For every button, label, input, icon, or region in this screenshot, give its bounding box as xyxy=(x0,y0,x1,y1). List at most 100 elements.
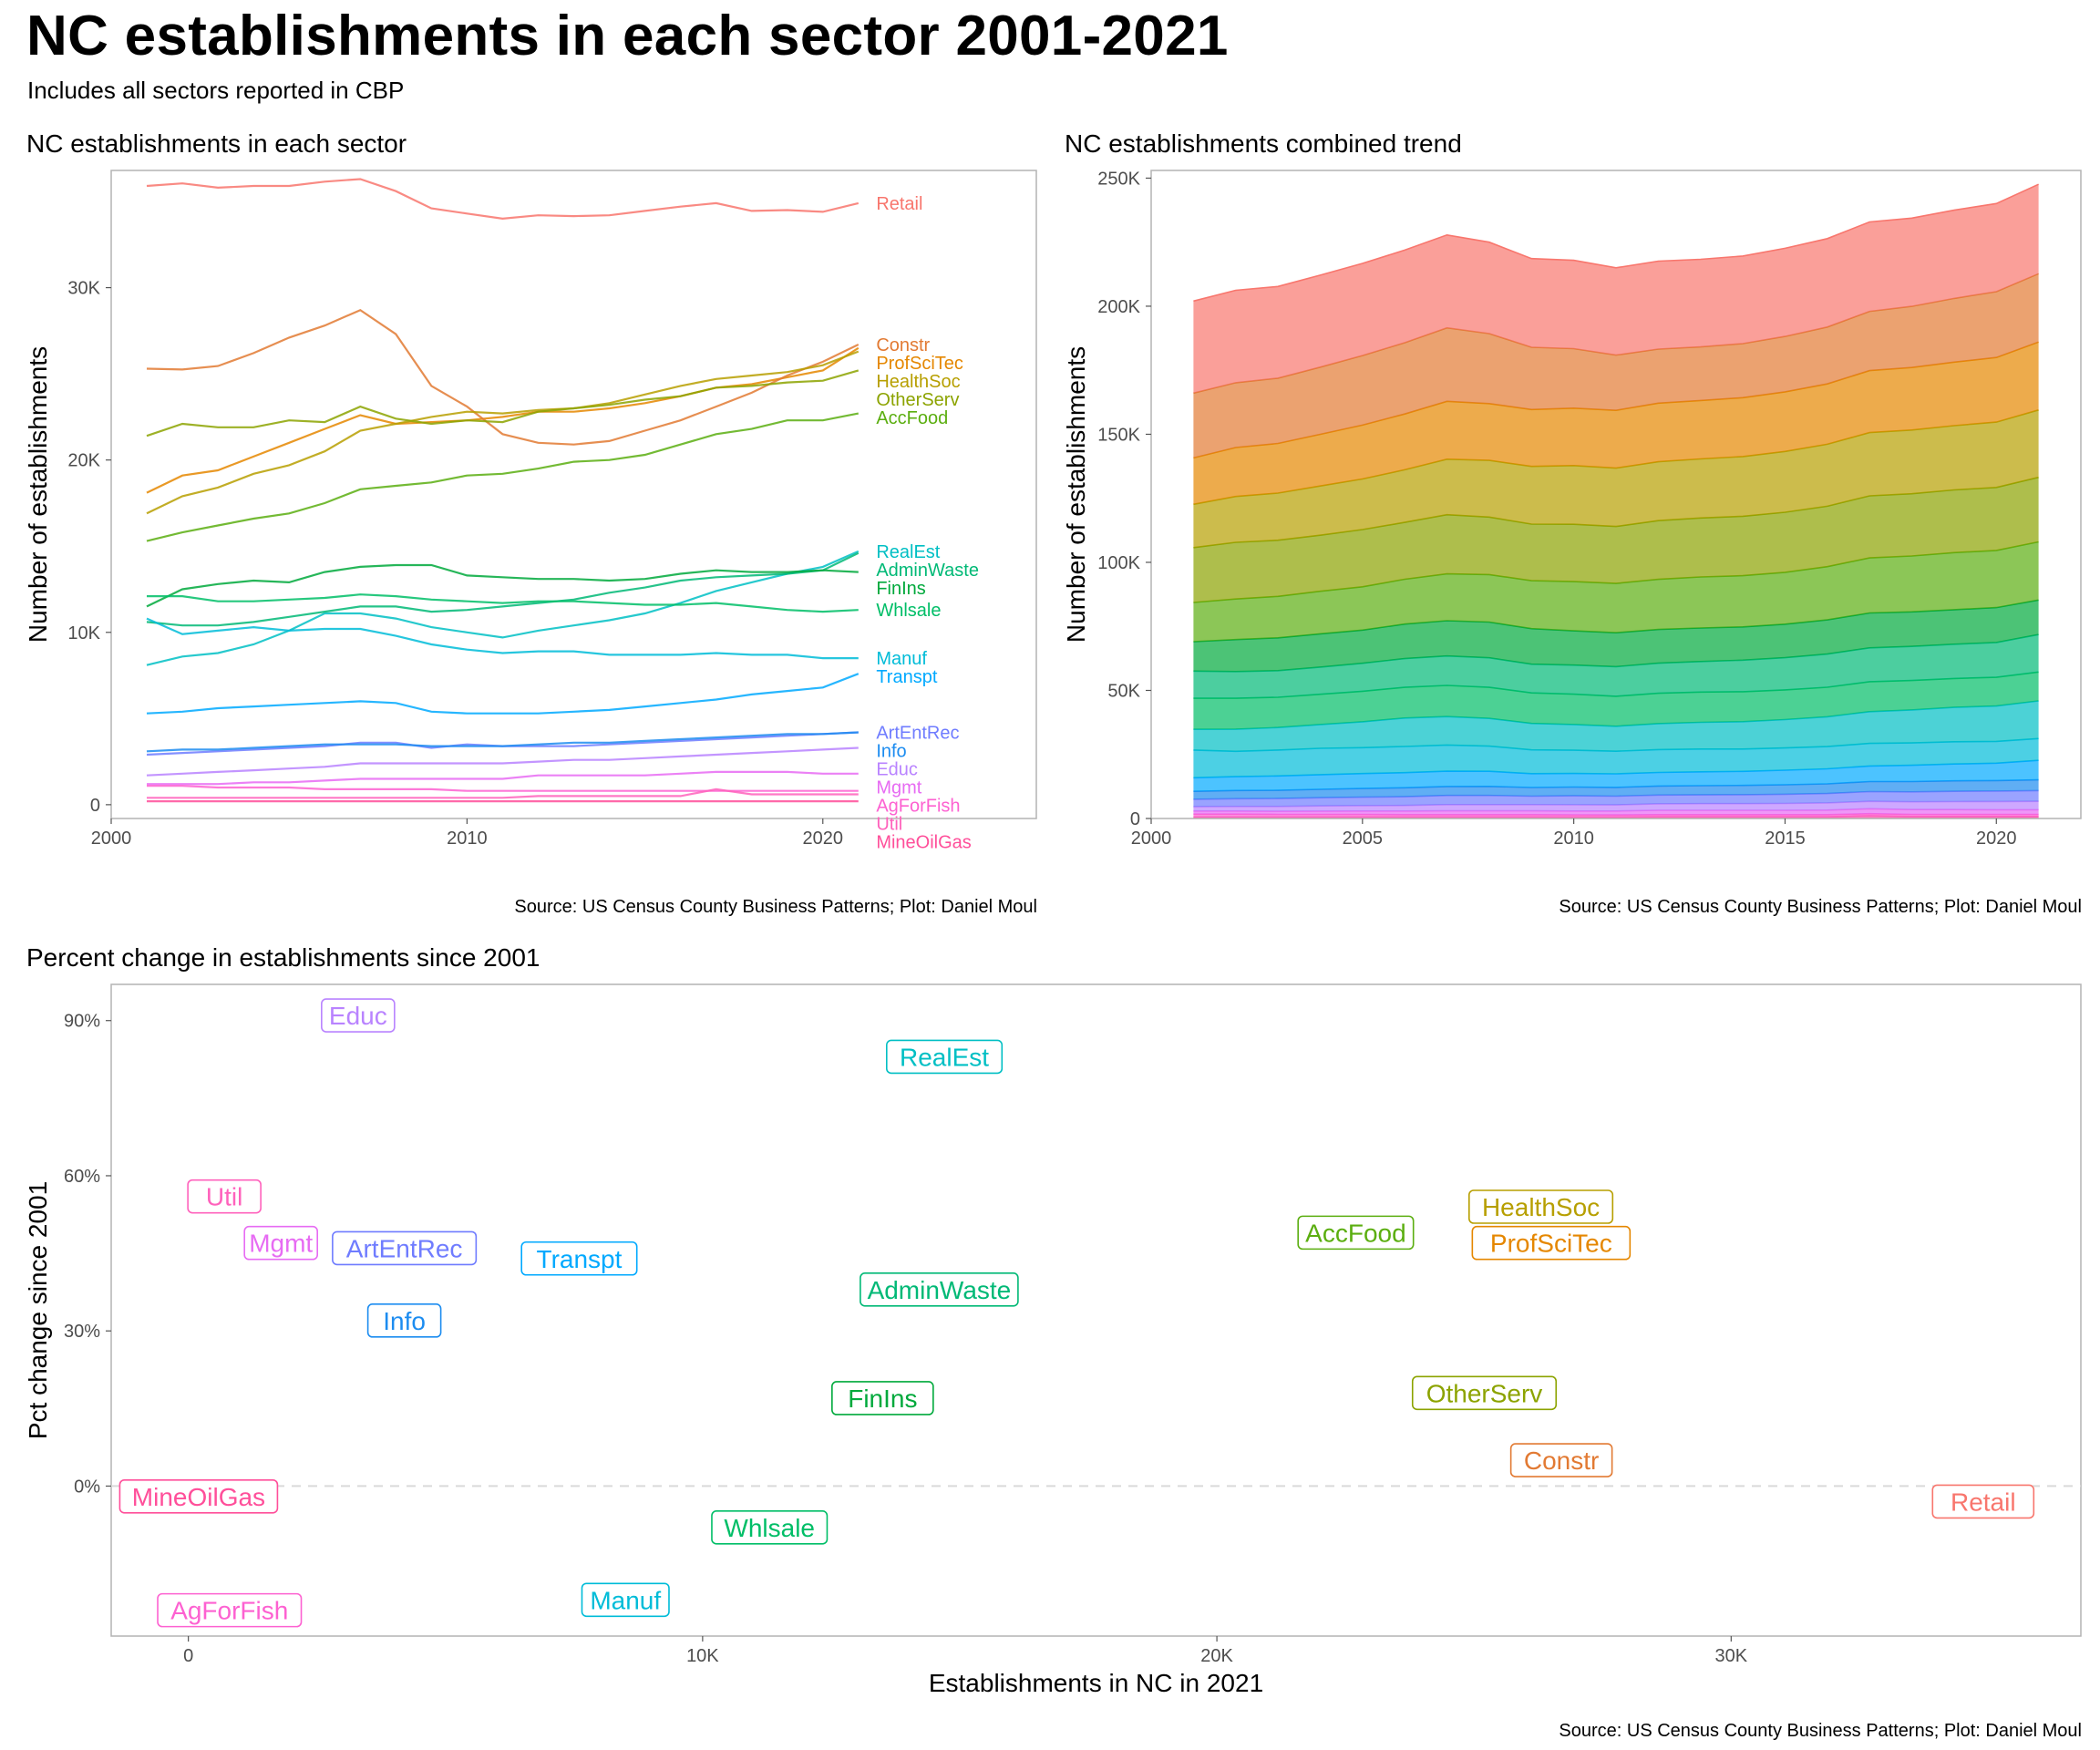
y-tick-label-10000: 10K xyxy=(67,623,100,643)
point-label-retail: Retail xyxy=(1951,1488,2016,1516)
y-tick-label-100000: 100K xyxy=(1097,553,1140,573)
point-label-box-transpt xyxy=(520,1240,638,1276)
point-label-box-mgmt xyxy=(243,1225,318,1261)
x-tick-label-30000: 30K xyxy=(1715,1646,1748,1666)
area-band-whlsale xyxy=(1193,672,2039,730)
series-label-educ: Educ xyxy=(876,759,918,779)
panel3-x-axis-label: Establishments in NC in 2021 xyxy=(929,1669,1263,1697)
area-band-artentrec xyxy=(1193,790,2039,808)
point-label-box-constr xyxy=(1509,1443,1613,1477)
point-label-realest: RealEst xyxy=(900,1043,989,1071)
point-label-box-artentrec xyxy=(332,1230,478,1266)
point-label-manuf: Manuf xyxy=(590,1586,661,1614)
series-label-mgmt: Mgmt xyxy=(876,777,921,798)
point-label-artentrec: ArtEntRec xyxy=(346,1234,463,1262)
point-label-box-mineoilgas xyxy=(118,1478,279,1514)
area-band-constr xyxy=(1193,273,2039,458)
panel1-y-axis-label: Number of establishments xyxy=(24,346,52,643)
panel2-title: NC establishments combined trend xyxy=(1065,129,1462,158)
point-label-box-util xyxy=(187,1179,262,1214)
point-label-finins: FinIns xyxy=(848,1385,917,1413)
series-line-transpt xyxy=(146,673,860,715)
series-line-accfood xyxy=(146,412,860,542)
series-label-accfood: AccFood xyxy=(876,408,948,428)
point-label-box-adminwaste xyxy=(860,1272,1019,1307)
series-line-profscitec xyxy=(146,346,860,494)
point-label-mineoilgas: MineOilGas xyxy=(132,1483,265,1511)
series-line-whlsale xyxy=(147,593,859,613)
figure-title: NC establishments in each sector 2001-20… xyxy=(26,5,1229,67)
x-tick-label-10000: 10K xyxy=(686,1646,719,1666)
area-band-manuf xyxy=(1193,738,2039,778)
panel1-caption: Source: US Census County Business Patter… xyxy=(514,897,1037,917)
y-tick-label-150000: 150K xyxy=(1097,425,1140,445)
y-tick-label-30000: 30K xyxy=(67,279,100,299)
x-tick-label-2020: 2020 xyxy=(803,829,844,849)
point-label-box-healthsoc xyxy=(1468,1189,1614,1224)
area-edge-retail xyxy=(1193,183,2039,303)
series-label-transpt: Transpt xyxy=(876,667,938,687)
x-tick-label-2010: 2010 xyxy=(447,829,488,849)
point-label-mgmt: Mgmt xyxy=(249,1230,313,1258)
y-tick-label-0.6: 60% xyxy=(64,1167,100,1187)
point-label-profscitec: ProfSciTec xyxy=(1490,1230,1612,1258)
series-line-educ xyxy=(146,746,859,777)
series-line-finins xyxy=(146,563,859,608)
x-tick-label-2005: 2005 xyxy=(1343,829,1384,849)
x-tick-label-2010: 2010 xyxy=(1553,829,1594,849)
point-label-agforfish: AgForFish xyxy=(170,1597,288,1625)
series-label-otherserv: OtherServ xyxy=(876,390,959,410)
series-line-mgmt xyxy=(147,770,859,786)
series-line-info xyxy=(146,731,859,753)
area-band-adminwaste xyxy=(1193,634,2039,699)
area-band-otherserv xyxy=(1193,477,2039,602)
point-label-box-retail xyxy=(1931,1484,2035,1519)
x-tick-label-2020: 2020 xyxy=(1976,829,2017,849)
panel1-frame xyxy=(110,170,1037,819)
series-label-whlsale: Whlsale xyxy=(876,601,941,621)
series-line-util xyxy=(147,788,859,799)
panel2-caption: Source: US Census County Business Patter… xyxy=(1559,897,2082,917)
series-label-artentrec: ArtEntRec xyxy=(876,723,959,743)
panel2-frame xyxy=(1150,170,2082,819)
point-label-constr: Constr xyxy=(1524,1446,1599,1475)
x-tick-label-2000: 2000 xyxy=(91,829,132,849)
point-label-box-educ xyxy=(321,998,396,1033)
x-tick-label-0: 0 xyxy=(183,1646,193,1666)
point-label-healthsoc: HealthSoc xyxy=(1482,1193,1600,1221)
panel1-title: NC establishments in each sector xyxy=(26,129,407,158)
series-label-realest: RealEst xyxy=(876,542,940,562)
panel3-caption: Source: US Census County Business Patter… xyxy=(1559,1721,2082,1741)
area-band-transpt xyxy=(1193,760,2039,792)
point-label-box-whlsale xyxy=(711,1510,829,1545)
point-label-educ: Educ xyxy=(329,1002,387,1030)
series-label-manuf: Manuf xyxy=(876,649,927,669)
point-label-accfood: AccFood xyxy=(1305,1219,1406,1247)
point-label-box-agforfish xyxy=(157,1592,303,1628)
point-label-box-otherserv xyxy=(1411,1375,1558,1411)
point-label-whlsale: Whlsale xyxy=(724,1514,815,1542)
series-line-manuf xyxy=(146,617,859,660)
x-tick-label-20000: 20K xyxy=(1200,1646,1233,1666)
y-tick-label-0: 0 xyxy=(90,796,100,816)
series-label-finins: FinIns xyxy=(876,579,925,599)
series-label-util: Util xyxy=(876,814,902,834)
y-tick-label-0.3: 30% xyxy=(64,1322,100,1342)
area-band-educ xyxy=(1193,801,2039,812)
series-label-adminwaste: AdminWaste xyxy=(876,561,979,581)
panel3-title: Percent change in establishments since 2… xyxy=(26,943,540,972)
point-label-box-accfood xyxy=(1297,1215,1415,1251)
panel2-y-axis-label: Number of establishments xyxy=(1062,346,1090,643)
point-label-info: Info xyxy=(383,1307,426,1335)
series-label-mineoilgas: MineOilGas xyxy=(876,832,971,852)
point-label-adminwaste: AdminWaste xyxy=(868,1276,1012,1304)
series-line-healthsoc xyxy=(146,350,860,515)
point-label-box-profscitec xyxy=(1471,1225,1632,1261)
figure-subtitle: Includes all sectors reported in CBP xyxy=(27,77,405,104)
series-label-constr: Constr xyxy=(876,335,930,355)
panel3-y-axis-label: Pct change since 2001 xyxy=(24,1181,52,1439)
y-tick-label-50000: 50K xyxy=(1107,681,1140,701)
series-label-agforfish: AgForFish xyxy=(876,796,960,816)
series-label-healthsoc: HealthSoc xyxy=(876,372,960,392)
